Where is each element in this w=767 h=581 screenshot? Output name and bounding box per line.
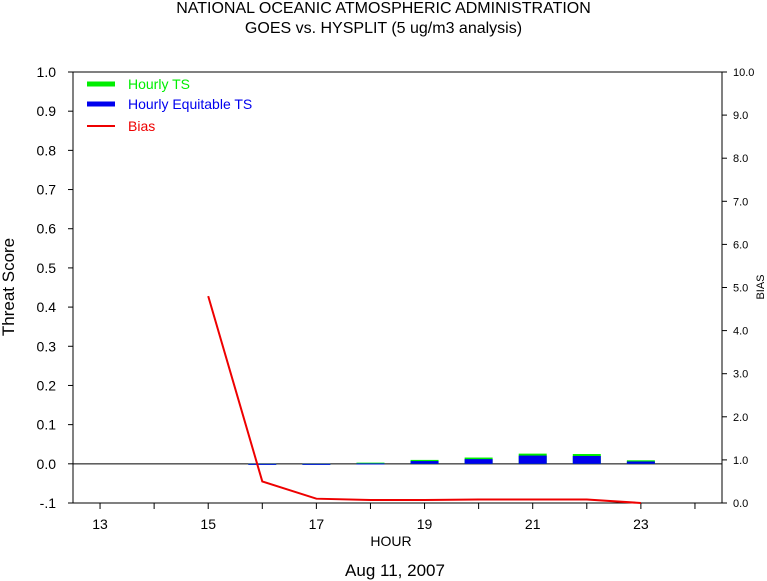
y-tick-label: 0.5: [37, 260, 57, 276]
y-axis-title: Threat Score: [0, 238, 18, 336]
y-tick-label: 0.4: [37, 299, 57, 315]
y2-tick-label: 5.0: [733, 283, 748, 295]
y2-tick-label: 9.0: [733, 110, 748, 122]
ets-bar: [302, 463, 331, 465]
legend-label: Hourly TS: [128, 76, 190, 92]
chart-subtitle: GOES vs. HYSPLIT (5 ug/m3 analysis): [244, 20, 523, 37]
y2-tick-label: 8.0: [733, 153, 748, 165]
x-tick-label: 17: [309, 516, 325, 532]
plot-frame: [72, 71, 723, 504]
y2-tick-label: 7.0: [733, 196, 748, 208]
y-tick-label: 0.6: [37, 221, 57, 237]
y2-tick-label: 1.0: [733, 455, 748, 467]
ets-bar: [464, 459, 493, 464]
y2-tick-label: 0.0: [733, 498, 748, 510]
y2-tick-label: 4.0: [733, 326, 748, 338]
ets-bar: [248, 463, 277, 465]
y-tick-label: 1.0: [37, 64, 57, 80]
ets-bar: [410, 461, 439, 464]
ts-bar: [356, 462, 385, 464]
legend-label: Bias: [128, 118, 155, 134]
ets-bar: [356, 463, 385, 465]
y-tick-label: 0.7: [37, 182, 57, 198]
x-tick-label: 15: [200, 516, 216, 532]
ets-bar: [626, 461, 655, 464]
y-tick-label: 0.1: [37, 417, 57, 433]
x-tick-label: 19: [417, 516, 433, 532]
x-tick-label: 13: [92, 516, 108, 532]
ets-bar: [518, 455, 547, 464]
x-tick-label: 23: [633, 516, 649, 532]
date-label: Aug 11, 2007: [345, 561, 445, 580]
ets-bar: [572, 455, 601, 464]
x-axis-title: HOUR: [370, 533, 411, 549]
legend-label: Hourly Equitable TS: [128, 96, 252, 112]
y-tick-label: -.1: [40, 495, 57, 511]
y2-tick-label: 10.0: [733, 67, 754, 79]
y-tick-label: 0.2: [37, 377, 57, 393]
chart-title: NATIONAL OCEANIC ATMOSPHERIC ADMINISTRAT…: [176, 0, 591, 17]
y-tick-label: 0.0: [37, 456, 57, 472]
y2-tick-label: 6.0: [733, 239, 748, 251]
bias-line: [207, 295, 641, 504]
y-tick-label: 0.3: [37, 338, 57, 354]
y-tick-label: 0.9: [37, 103, 57, 119]
y2-tick-label: 2.0: [733, 412, 748, 424]
y2-tick-label: 3.0: [733, 369, 748, 381]
x-tick-label: 21: [525, 516, 541, 532]
y2-axis-title: BIAS: [755, 274, 767, 299]
y-tick-label: 0.8: [37, 142, 57, 158]
